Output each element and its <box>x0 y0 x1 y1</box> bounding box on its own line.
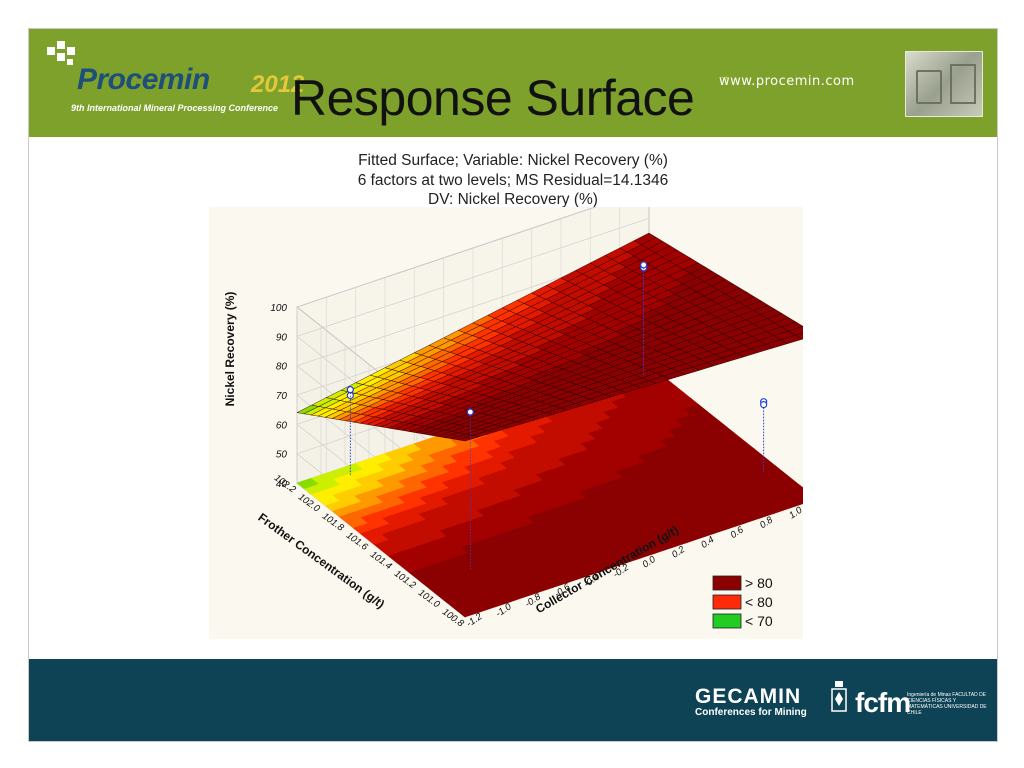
data-point <box>466 408 474 416</box>
z-tick-label: 40 <box>276 479 288 490</box>
legend-label: < 80 <box>745 594 773 610</box>
gecamin-subtitle: Conferences for Mining <box>695 707 807 718</box>
slide-title: Response Surface <box>291 70 695 126</box>
z-tick-label: 70 <box>276 391 288 402</box>
z-tick-label: 60 <box>276 420 288 431</box>
footer-banner <box>29 659 997 741</box>
legend-swatch <box>712 613 742 629</box>
chart-title-line-1: Fitted Surface; Variable: Nickel Recover… <box>358 152 668 169</box>
arrow-icon: → <box>717 67 731 83</box>
legend: > 80 < 80 < 70 <box>712 575 773 629</box>
logo-main-text: Procemin <box>77 63 210 96</box>
fcfm-caption: Ingeniería de Minas FACULTAD DE CIENCIAS… <box>907 692 987 716</box>
surface-plot-svg: 405060708090100100.8101.0101.2101.4101.6… <box>223 188 834 630</box>
legend-swatch <box>712 575 742 591</box>
z-axis-label: Nickel Recovery (%) <box>223 292 237 407</box>
procemin-logo: Procemin 2012 9th International Mineral … <box>43 39 305 113</box>
surface-plot: 40 50 60 70 80 90 100 100.8 101.0 101.2 101.4 101.6… <box>209 188 834 639</box>
surface-cell <box>633 232 657 245</box>
data-point <box>346 386 354 394</box>
header-banner: Procemin 2012 9th International Mineral … <box>29 29 997 137</box>
z-tick-label: 90 <box>276 332 288 343</box>
gecamin-logo: GECAMIN <box>695 685 802 708</box>
slide: Procemin 2012 9th International Mineral … <box>28 28 998 742</box>
data-point <box>640 261 648 269</box>
z-tick-label: 100 <box>270 303 287 314</box>
logo-subtitle: 9th International Mineral Processing Con… <box>71 103 279 113</box>
legend-swatch <box>712 594 742 610</box>
legend-label: > 80 <box>745 575 773 591</box>
fcfm-logo: fcfm <box>855 687 911 718</box>
website-link[interactable]: www.procemin.com <box>719 74 855 89</box>
z-tick-label: 50 <box>276 450 288 461</box>
logo-year-text: 2012 <box>251 71 305 98</box>
z-tick-label: 80 <box>276 362 288 373</box>
legend-label: < 70 <box>745 613 773 629</box>
university-crest-icon <box>831 681 847 712</box>
data-point <box>760 401 768 409</box>
y-tick-label: 102.2 <box>272 473 298 496</box>
chart-title-line-3: DV: Nickel Recovery (%) <box>428 191 598 208</box>
chart-title-line-2: 6 factors at two levels; MS Residual=14.… <box>357 172 669 189</box>
plant-photo <box>905 51 983 117</box>
